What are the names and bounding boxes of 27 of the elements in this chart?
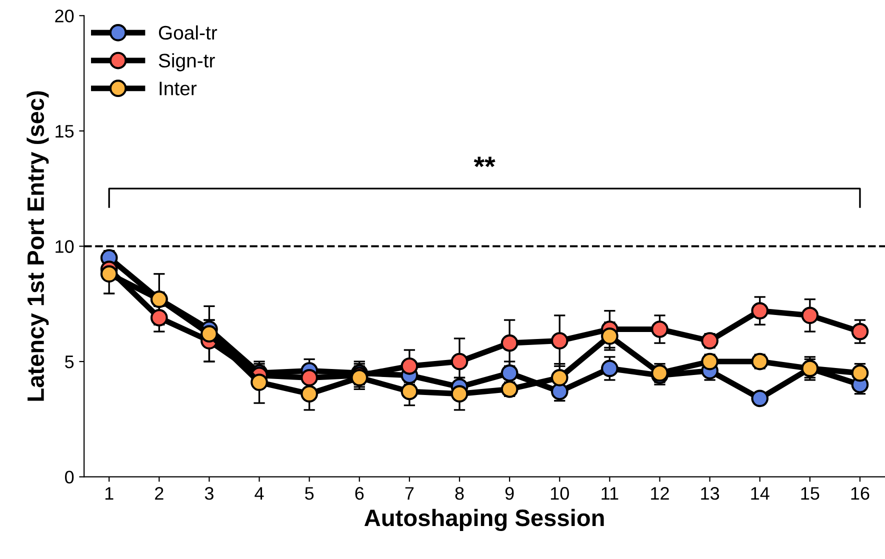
y-axis-title: Latency 1st Port Entry (sec) [26,91,49,401]
x-tick-label: 12 [651,487,669,500]
x-tick-label: 11 [602,487,618,500]
legend-label: Inter [160,82,197,96]
x-tick-label: 13 [701,487,720,500]
annotation: ** [474,156,496,168]
y-tick-label: 15 [56,125,74,138]
x-tick-label: 3 [204,487,214,500]
x-tick-label: 5 [305,487,314,500]
x-tick-label: 1 [105,487,114,500]
y-tick-label: 20 [55,10,74,22]
y-tick-label: 5 [65,356,74,368]
x-tick-label: 14 [751,487,770,500]
x-tick-label: 7 [405,487,414,500]
x-tick-label: 9 [505,487,514,500]
x-tick-label: 2 [155,487,164,500]
x-tick-label: 4 [254,487,264,500]
x-tick-label: 16 [851,487,870,500]
x-axis-title: Autoshaping Session [364,508,604,532]
x-tick-label: 10 [550,487,569,500]
legend-label: Sign-tr [158,53,215,72]
legend-label: Goal-tr [158,25,218,40]
y-tick-label: 0 [65,470,74,484]
x-tick-label: 15 [801,487,820,500]
x-tick-label: 6 [355,487,364,500]
y-tick-label: 10 [56,240,74,253]
x-tick-label: 8 [455,487,464,500]
